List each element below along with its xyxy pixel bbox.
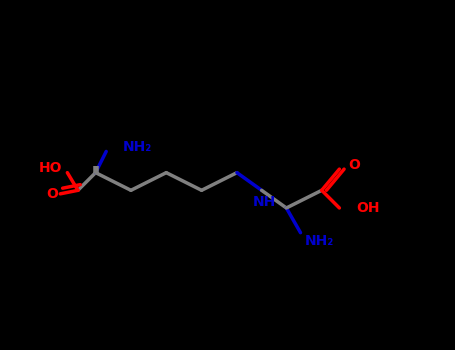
Text: OH: OH	[356, 201, 379, 215]
Text: O: O	[348, 158, 360, 172]
Text: NH₂: NH₂	[305, 234, 334, 248]
Text: NH₂: NH₂	[123, 140, 152, 154]
Text: NH: NH	[253, 195, 276, 209]
Text: O: O	[46, 187, 58, 201]
Text: HO: HO	[39, 161, 63, 175]
